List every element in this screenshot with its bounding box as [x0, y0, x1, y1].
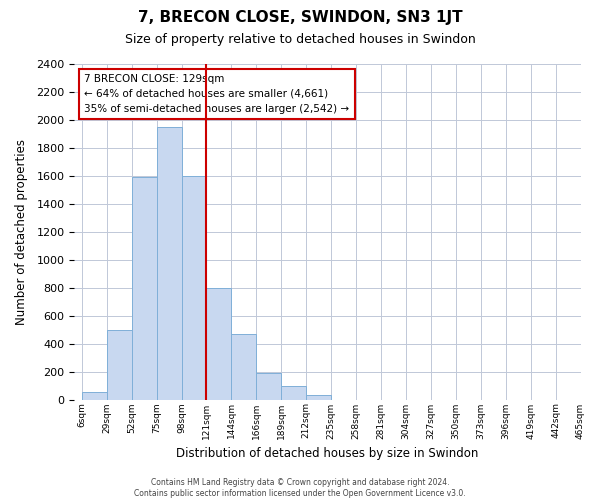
- Bar: [82, 392, 107, 400]
- Bar: [107, 330, 131, 400]
- Bar: [206, 288, 232, 400]
- X-axis label: Distribution of detached houses by size in Swindon: Distribution of detached houses by size …: [176, 447, 479, 460]
- Text: 7, BRECON CLOSE, SWINDON, SN3 1JT: 7, BRECON CLOSE, SWINDON, SN3 1JT: [137, 10, 463, 25]
- Bar: [232, 334, 256, 400]
- Text: Contains HM Land Registry data © Crown copyright and database right 2024.
Contai: Contains HM Land Registry data © Crown c…: [134, 478, 466, 498]
- Bar: [256, 373, 281, 400]
- Text: 7 BRECON CLOSE: 129sqm
← 64% of detached houses are smaller (4,661)
35% of semi-: 7 BRECON CLOSE: 129sqm ← 64% of detached…: [85, 74, 350, 114]
- Bar: [306, 394, 331, 400]
- Bar: [157, 127, 182, 400]
- Text: Size of property relative to detached houses in Swindon: Size of property relative to detached ho…: [125, 32, 475, 46]
- Y-axis label: Number of detached properties: Number of detached properties: [15, 139, 28, 325]
- Bar: [131, 177, 157, 400]
- Bar: [182, 176, 206, 400]
- Bar: [281, 386, 306, 400]
